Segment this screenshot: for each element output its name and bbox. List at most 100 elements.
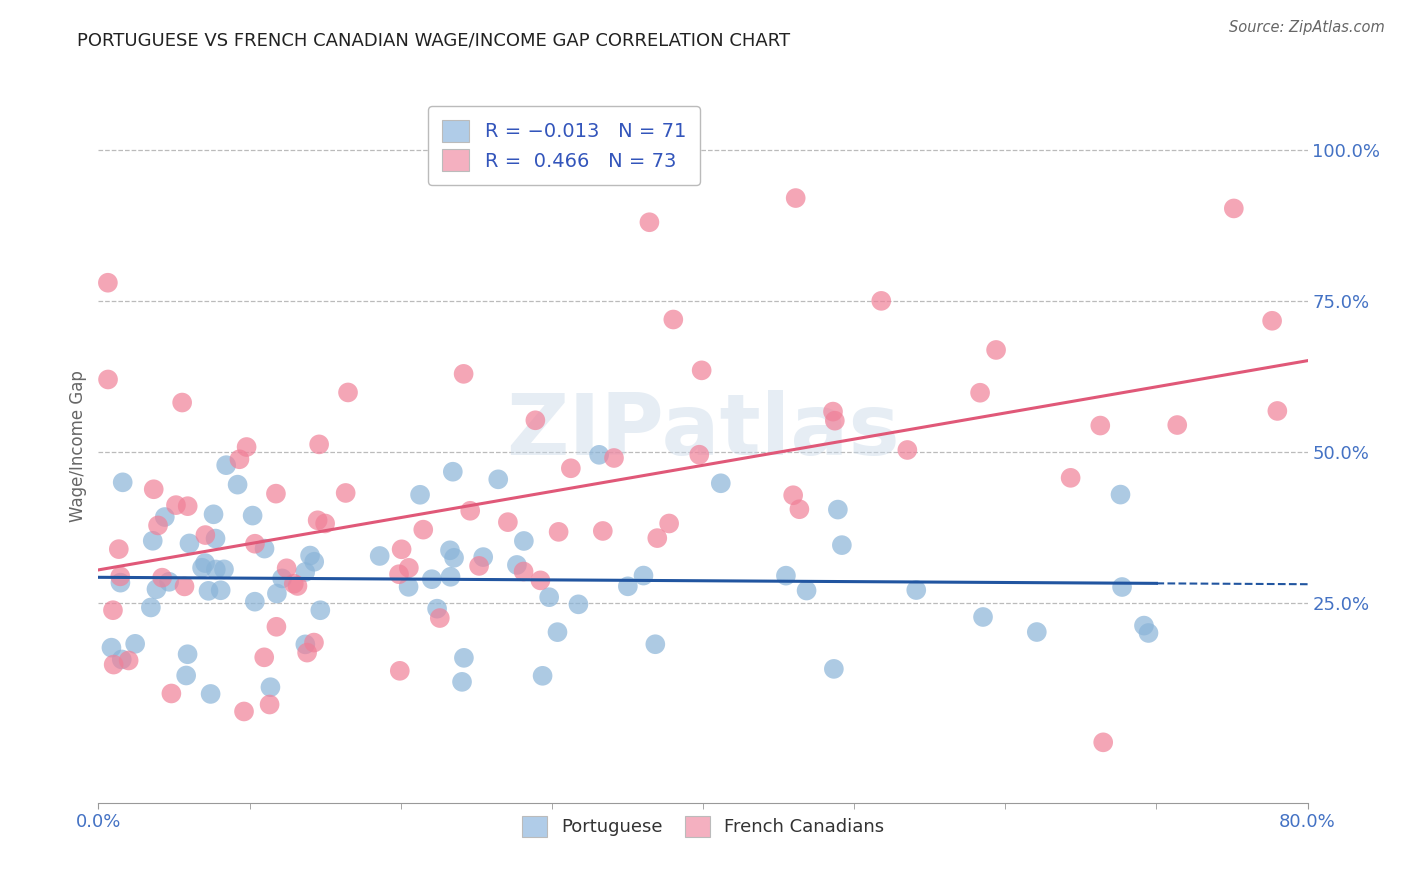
Point <box>302 635 325 649</box>
Point <box>314 516 336 531</box>
Point <box>308 437 330 451</box>
Point <box>243 537 266 551</box>
Point <box>215 458 238 472</box>
Point <box>176 499 198 513</box>
Point <box>299 549 322 563</box>
Point <box>307 513 329 527</box>
Point <box>388 567 411 582</box>
Point <box>235 440 257 454</box>
Point <box>172 395 194 409</box>
Point <box>253 650 276 665</box>
Point <box>294 565 316 579</box>
Point <box>1223 202 1246 216</box>
Point <box>253 541 276 556</box>
Point <box>439 570 461 584</box>
Point <box>266 586 288 600</box>
Point <box>529 574 551 588</box>
Point <box>212 562 235 576</box>
Point <box>100 640 122 655</box>
Point <box>896 442 918 457</box>
Point <box>1059 471 1081 485</box>
Point <box>142 533 165 548</box>
Point <box>160 686 183 700</box>
Point <box>796 583 818 598</box>
Point <box>124 637 146 651</box>
Point <box>1092 735 1115 749</box>
Text: Source: ZipAtlas.com: Source: ZipAtlas.com <box>1229 20 1385 35</box>
Point <box>391 542 413 557</box>
Point <box>588 448 610 462</box>
Point <box>984 343 1007 357</box>
Point <box>782 488 804 502</box>
Point <box>200 687 222 701</box>
Point <box>97 372 120 386</box>
Point <box>690 363 713 377</box>
Point <box>409 488 432 502</box>
Point <box>309 603 332 617</box>
Legend: Portuguese, French Canadians: Portuguese, French Canadians <box>515 808 891 844</box>
Point <box>173 579 195 593</box>
Point <box>295 646 318 660</box>
Point <box>567 598 589 612</box>
Point <box>118 653 141 667</box>
Point <box>153 510 176 524</box>
Point <box>110 575 132 590</box>
Point <box>547 625 569 640</box>
Point <box>294 637 316 651</box>
Point <box>174 668 197 682</box>
Point <box>259 698 281 712</box>
Point <box>107 542 129 557</box>
Point <box>513 533 536 548</box>
Point <box>271 571 294 585</box>
Point <box>451 674 474 689</box>
Point <box>441 465 464 479</box>
Point <box>592 524 614 538</box>
Point <box>204 562 226 576</box>
Point <box>287 579 309 593</box>
Point <box>157 574 180 589</box>
Point <box>1261 314 1284 328</box>
Point <box>638 215 661 229</box>
Point <box>259 680 281 694</box>
Point <box>905 582 928 597</box>
Point <box>194 556 217 570</box>
Point <box>101 603 124 617</box>
Point <box>472 550 495 565</box>
Point <box>710 476 733 491</box>
Point <box>228 452 250 467</box>
Point <box>145 582 167 597</box>
Point <box>496 515 519 529</box>
Point <box>150 571 173 585</box>
Point <box>468 558 491 573</box>
Text: ZIPatlas: ZIPatlas <box>506 390 900 474</box>
Point <box>645 531 668 545</box>
Point <box>662 312 685 326</box>
Point <box>337 385 360 400</box>
Point <box>264 486 287 500</box>
Point <box>398 580 420 594</box>
Point <box>506 558 529 572</box>
Point <box>243 595 266 609</box>
Point <box>972 610 994 624</box>
Point <box>276 561 298 575</box>
Point <box>633 568 655 582</box>
Point <box>1133 618 1156 632</box>
Point <box>398 561 420 575</box>
Point <box>429 611 451 625</box>
Point <box>512 565 534 579</box>
Point <box>785 191 807 205</box>
Point <box>823 662 845 676</box>
Point <box>458 504 481 518</box>
Point <box>870 293 893 308</box>
Text: PORTUGUESE VS FRENCH CANADIAN WAGE/INCOME GAP CORRELATION CHART: PORTUGUESE VS FRENCH CANADIAN WAGE/INCOM… <box>77 31 790 49</box>
Point <box>97 276 120 290</box>
Point <box>266 620 288 634</box>
Point <box>439 543 461 558</box>
Point <box>547 524 569 539</box>
Point <box>824 414 846 428</box>
Point <box>335 486 357 500</box>
Point <box>560 461 582 475</box>
Point <box>202 508 225 522</box>
Point <box>1025 625 1047 640</box>
Point <box>191 560 214 574</box>
